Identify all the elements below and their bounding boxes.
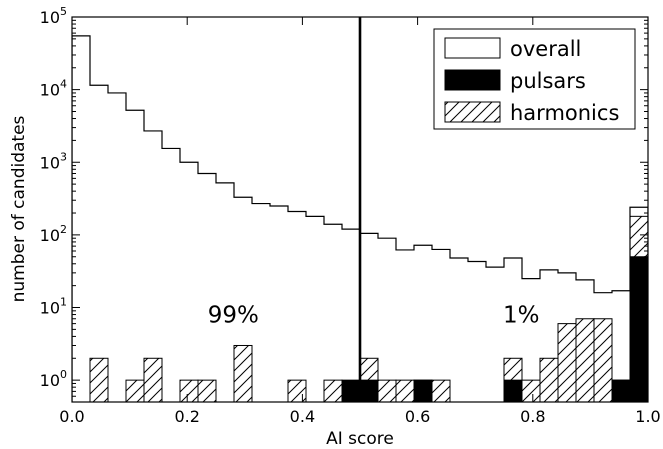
y-tick-label: 103 xyxy=(40,150,67,172)
legend-label-overall: overall xyxy=(510,37,581,61)
x-tick-labels: 0.0 0.2 0.4 0.6 0.8 1.0 xyxy=(59,407,660,426)
harmonics-bar xyxy=(377,379,397,402)
x-tick-label: 0.8 xyxy=(520,407,545,426)
y-axis-label: number of candidates xyxy=(9,115,29,302)
pulsars-bar xyxy=(611,379,631,402)
pulsars-bar xyxy=(341,379,361,402)
harmonics-bar xyxy=(431,379,451,402)
y-tick-label: 101 xyxy=(40,296,67,318)
harmonics-bar xyxy=(323,379,343,402)
legend-swatch-harmonics xyxy=(444,101,501,123)
harmonics-bar xyxy=(557,323,577,402)
y-tick-label: 100 xyxy=(40,368,67,390)
pulsars-bar xyxy=(413,379,433,402)
ticks-layer xyxy=(71,16,649,403)
harmonics-bar xyxy=(197,379,217,402)
pulsars-bar xyxy=(629,256,648,402)
harmonics-bar xyxy=(539,357,559,402)
harmonics-bar xyxy=(521,379,541,402)
y-tick-label: 102 xyxy=(40,223,67,245)
x-tick-label: 0.2 xyxy=(174,407,199,426)
legend-swatch-overall xyxy=(444,37,501,59)
legend-label-harmonics: harmonics xyxy=(510,101,619,125)
annotation-1-percent: 1% xyxy=(503,303,540,329)
harmonics-bar xyxy=(179,379,199,402)
legend-swatch-pulsars xyxy=(444,69,501,91)
pulsars-bar xyxy=(359,379,379,402)
legend: overall pulsars harmonics xyxy=(433,28,636,130)
harmonics-bar xyxy=(233,344,253,402)
pulsars-bar xyxy=(503,379,523,402)
x-tick-label: 1.0 xyxy=(635,407,660,426)
x-tick-label: 0.0 xyxy=(59,407,84,426)
harmonics-bar xyxy=(593,318,613,402)
bars-layer xyxy=(89,215,648,402)
y-tick-label: 105 xyxy=(40,5,67,27)
harmonics-bar xyxy=(143,357,163,402)
plot-frame xyxy=(71,16,649,403)
x-tick-label: 0.4 xyxy=(290,407,315,426)
x-tick-label: 0.6 xyxy=(405,407,430,426)
harmonics-bar xyxy=(395,379,415,402)
harmonics-bar xyxy=(125,379,145,402)
x-axis-label: AI score xyxy=(326,429,394,449)
harmonics-bar xyxy=(287,379,307,402)
y-tick-label: 104 xyxy=(40,78,67,100)
harmonics-bar xyxy=(575,318,595,402)
annotation-99-percent: 99% xyxy=(208,303,259,329)
legend-label-pulsars: pulsars xyxy=(510,69,586,93)
y-tick-labels: 100 101 102 103 104 105 xyxy=(40,5,67,390)
harmonics-bar xyxy=(89,357,109,402)
